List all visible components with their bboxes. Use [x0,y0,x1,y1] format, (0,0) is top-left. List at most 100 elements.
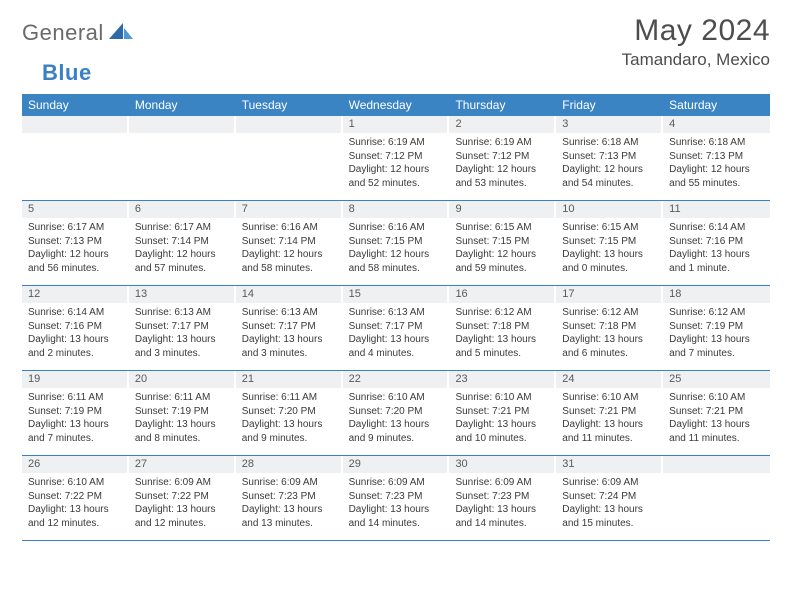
day-content: Sunrise: 6:11 AMSunset: 7:19 PMDaylight:… [129,388,236,449]
sunrise-line: Sunrise: 6:09 AM [242,476,337,490]
day-number: 25 [663,371,770,388]
sunrise-line: Sunrise: 6:10 AM [349,391,444,405]
day-content: Sunrise: 6:19 AMSunset: 7:12 PMDaylight:… [449,133,556,194]
week-row: 19Sunrise: 6:11 AMSunset: 7:19 PMDayligh… [22,371,770,456]
daylight-line: Daylight: 13 hours and 1 minute. [669,248,764,275]
daylight-line: Daylight: 13 hours and 4 minutes. [349,333,444,360]
sunrise-line: Sunrise: 6:10 AM [455,391,550,405]
day-number: 11 [663,201,770,218]
day-number: 23 [449,371,556,388]
sunrise-line: Sunrise: 6:09 AM [135,476,230,490]
day-cell: 9Sunrise: 6:15 AMSunset: 7:15 PMDaylight… [449,201,556,285]
sunrise-line: Sunrise: 6:09 AM [455,476,550,490]
sunset-line: Sunset: 7:12 PM [455,150,550,164]
sunset-line: Sunset: 7:13 PM [669,150,764,164]
week-row: 12Sunrise: 6:14 AMSunset: 7:16 PMDayligh… [22,286,770,371]
day-cell: 21Sunrise: 6:11 AMSunset: 7:20 PMDayligh… [236,371,343,455]
day-cell: 30Sunrise: 6:09 AMSunset: 7:23 PMDayligh… [449,456,556,540]
day-cell: 31Sunrise: 6:09 AMSunset: 7:24 PMDayligh… [556,456,663,540]
sunrise-line: Sunrise: 6:19 AM [349,136,444,150]
week-row: 26Sunrise: 6:10 AMSunset: 7:22 PMDayligh… [22,456,770,541]
daylight-line: Daylight: 12 hours and 54 minutes. [562,163,657,190]
day-number: 1 [343,116,450,133]
daylight-line: Daylight: 13 hours and 11 minutes. [562,418,657,445]
daylight-line: Daylight: 13 hours and 7 minutes. [669,333,764,360]
day-header-cell: Wednesday [343,94,450,116]
sunset-line: Sunset: 7:19 PM [669,320,764,334]
sunset-line: Sunset: 7:22 PM [135,490,230,504]
day-content: Sunrise: 6:12 AMSunset: 7:19 PMDaylight:… [663,303,770,364]
daylight-line: Daylight: 12 hours and 58 minutes. [242,248,337,275]
day-cell [236,116,343,200]
day-cell: 24Sunrise: 6:10 AMSunset: 7:21 PMDayligh… [556,371,663,455]
sunrise-line: Sunrise: 6:13 AM [242,306,337,320]
day-number: 29 [343,456,450,473]
daylight-line: Daylight: 13 hours and 2 minutes. [28,333,123,360]
day-number: 13 [129,286,236,303]
day-content: Sunrise: 6:10 AMSunset: 7:22 PMDaylight:… [22,473,129,534]
day-content: Sunrise: 6:15 AMSunset: 7:15 PMDaylight:… [556,218,663,279]
daylight-line: Daylight: 13 hours and 13 minutes. [242,503,337,530]
sunset-line: Sunset: 7:14 PM [242,235,337,249]
sunrise-line: Sunrise: 6:15 AM [562,221,657,235]
daylight-line: Daylight: 13 hours and 10 minutes. [455,418,550,445]
sunset-line: Sunset: 7:23 PM [242,490,337,504]
daylight-line: Daylight: 13 hours and 14 minutes. [349,503,444,530]
day-cell: 14Sunrise: 6:13 AMSunset: 7:17 PMDayligh… [236,286,343,370]
sunrise-line: Sunrise: 6:14 AM [28,306,123,320]
day-number: 9 [449,201,556,218]
day-content: Sunrise: 6:12 AMSunset: 7:18 PMDaylight:… [556,303,663,364]
day-cell [663,456,770,540]
daylight-line: Daylight: 12 hours and 53 minutes. [455,163,550,190]
day-cell: 26Sunrise: 6:10 AMSunset: 7:22 PMDayligh… [22,456,129,540]
day-number: 31 [556,456,663,473]
day-header-cell: Friday [556,94,663,116]
day-number: 6 [129,201,236,218]
day-cell: 18Sunrise: 6:12 AMSunset: 7:19 PMDayligh… [663,286,770,370]
day-cell: 20Sunrise: 6:11 AMSunset: 7:19 PMDayligh… [129,371,236,455]
sunrise-line: Sunrise: 6:19 AM [455,136,550,150]
logo-sail-icon [108,22,134,45]
day-content: Sunrise: 6:13 AMSunset: 7:17 PMDaylight:… [343,303,450,364]
day-content [22,133,129,193]
sunset-line: Sunset: 7:18 PM [562,320,657,334]
day-number: 17 [556,286,663,303]
day-number [129,116,236,133]
daylight-line: Daylight: 13 hours and 14 minutes. [455,503,550,530]
day-content: Sunrise: 6:09 AMSunset: 7:24 PMDaylight:… [556,473,663,534]
day-cell [22,116,129,200]
month-title: May 2024 [622,14,770,48]
day-content: Sunrise: 6:16 AMSunset: 7:14 PMDaylight:… [236,218,343,279]
day-header-cell: Saturday [663,94,770,116]
day-number: 28 [236,456,343,473]
day-number: 12 [22,286,129,303]
day-content: Sunrise: 6:09 AMSunset: 7:22 PMDaylight:… [129,473,236,534]
day-header-cell: Monday [129,94,236,116]
daylight-line: Daylight: 12 hours and 59 minutes. [455,248,550,275]
sunrise-line: Sunrise: 6:15 AM [455,221,550,235]
day-content: Sunrise: 6:17 AMSunset: 7:13 PMDaylight:… [22,218,129,279]
day-cell: 12Sunrise: 6:14 AMSunset: 7:16 PMDayligh… [22,286,129,370]
day-cell: 15Sunrise: 6:13 AMSunset: 7:17 PMDayligh… [343,286,450,370]
day-number: 10 [556,201,663,218]
day-cell: 6Sunrise: 6:17 AMSunset: 7:14 PMDaylight… [129,201,236,285]
day-cell: 5Sunrise: 6:17 AMSunset: 7:13 PMDaylight… [22,201,129,285]
day-number: 20 [129,371,236,388]
sunset-line: Sunset: 7:12 PM [349,150,444,164]
sunrise-line: Sunrise: 6:10 AM [562,391,657,405]
daylight-line: Daylight: 12 hours and 58 minutes. [349,248,444,275]
day-content: Sunrise: 6:09 AMSunset: 7:23 PMDaylight:… [449,473,556,534]
day-cell: 29Sunrise: 6:09 AMSunset: 7:23 PMDayligh… [343,456,450,540]
day-number [22,116,129,133]
day-cell: 3Sunrise: 6:18 AMSunset: 7:13 PMDaylight… [556,116,663,200]
daylight-line: Daylight: 12 hours and 55 minutes. [669,163,764,190]
day-cell: 17Sunrise: 6:12 AMSunset: 7:18 PMDayligh… [556,286,663,370]
daylight-line: Daylight: 13 hours and 0 minutes. [562,248,657,275]
day-number: 15 [343,286,450,303]
day-content: Sunrise: 6:18 AMSunset: 7:13 PMDaylight:… [556,133,663,194]
sunrise-line: Sunrise: 6:12 AM [669,306,764,320]
day-cell: 22Sunrise: 6:10 AMSunset: 7:20 PMDayligh… [343,371,450,455]
day-cell: 10Sunrise: 6:15 AMSunset: 7:15 PMDayligh… [556,201,663,285]
daylight-line: Daylight: 13 hours and 8 minutes. [135,418,230,445]
sunset-line: Sunset: 7:17 PM [135,320,230,334]
